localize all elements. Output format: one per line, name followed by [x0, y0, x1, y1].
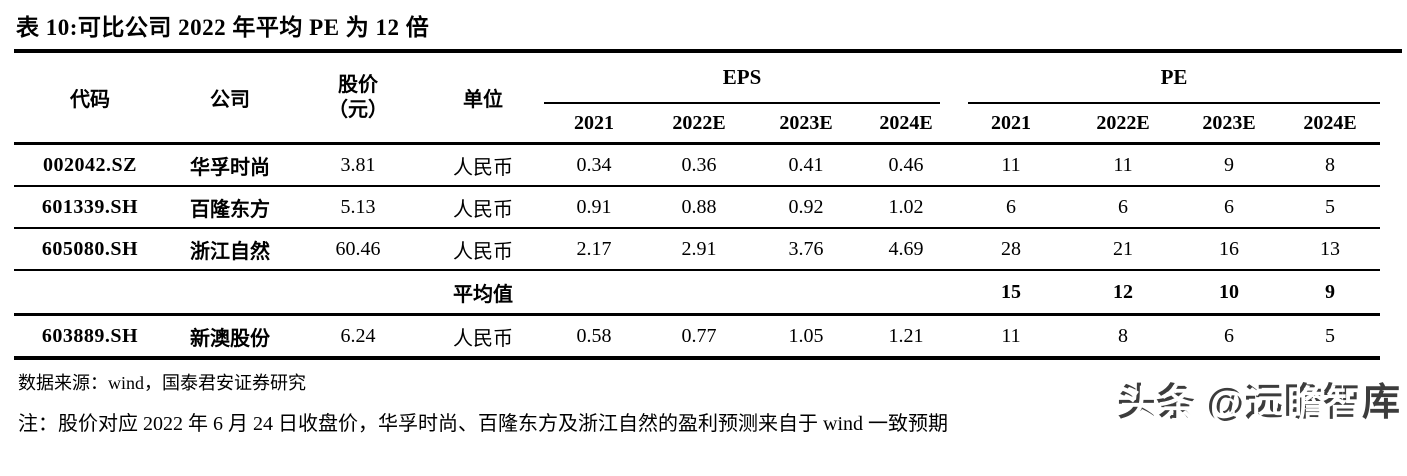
empty-cell: [644, 270, 754, 316]
cell-pe-2023e: 16: [1178, 228, 1281, 271]
cell-code: 603889.SH: [14, 314, 166, 360]
cell-eps-2023e: 0.92: [754, 186, 858, 229]
avg-pe-2021: 15: [954, 270, 1069, 316]
pe-group-label: PE: [968, 53, 1381, 104]
header-price-line2: （元）: [328, 98, 388, 121]
cell-eps-2024e: 1.21: [858, 314, 955, 360]
cell-pe-2021: 11: [954, 143, 1069, 187]
cell-pe-2023e: 6: [1178, 314, 1281, 360]
cell-pe-2022e: 21: [1068, 228, 1179, 271]
header-eps-group: EPS: [544, 53, 954, 104]
cell-pe-2024e: 13: [1280, 228, 1381, 271]
cell-price: 6.24: [294, 314, 422, 360]
cell-company: 华孚时尚: [166, 143, 294, 187]
cell-eps-2022e: 0.77: [644, 314, 754, 360]
cell-eps-2022e: 0.36: [644, 143, 754, 187]
table-row: 601339.SH 百隆东方 5.13 人民币 0.91 0.88 0.92 1…: [14, 186, 1381, 229]
header-price-line1: 股价: [338, 73, 378, 96]
header-pe-2024e: 2024E: [1280, 104, 1381, 145]
cell-pe-2024e: 5: [1280, 314, 1381, 360]
average-label: 平均值: [422, 270, 544, 316]
cell-price: 5.13: [294, 186, 422, 229]
header-eps-2022e: 2022E: [644, 104, 754, 145]
cell-pe-2023e: 9: [1178, 143, 1281, 187]
eps-group-label: EPS: [544, 53, 941, 104]
cell-eps-2024e: 1.02: [858, 186, 955, 229]
table-row: 603889.SH 新澳股份 6.24 人民币 0.58 0.77 1.05 1…: [14, 314, 1381, 360]
header-group-row: 代码 公司 股价 （元） 单位 EPS PE: [14, 53, 1381, 145]
cell-eps-2023e: 0.41: [754, 143, 858, 187]
empty-cell: [14, 270, 166, 316]
avg-pe-2023e: 10: [1178, 270, 1281, 316]
header-price: 股价 （元）: [294, 53, 422, 145]
cell-price: 3.81: [294, 143, 422, 187]
cell-pe-2024e: 8: [1280, 143, 1381, 187]
cell-eps-2021: 2.17: [544, 228, 644, 271]
cell-unit: 人民币: [422, 143, 544, 187]
header-code: 代码: [14, 53, 166, 145]
header-eps-2023e: 2023E: [754, 104, 858, 145]
header-pe-2022e: 2022E: [1068, 104, 1179, 145]
empty-cell: [294, 270, 422, 316]
cell-eps-2021: 0.91: [544, 186, 644, 229]
cell-eps-2022e: 0.88: [644, 186, 754, 229]
report-page: 表 10:可比公司 2022 年平均 PE 为 12 倍 代码 公司 股价 （元…: [14, 5, 1402, 435]
cell-eps-2021: 0.34: [544, 143, 644, 187]
cell-company: 百隆东方: [166, 186, 294, 229]
empty-cell: [754, 270, 858, 316]
cell-eps-2023e: 1.05: [754, 314, 858, 360]
header-pe-2023e: 2023E: [1178, 104, 1281, 145]
avg-pe-2024e: 9: [1280, 270, 1381, 316]
cell-price: 60.46: [294, 228, 422, 271]
header-pe-2021: 2021: [954, 104, 1069, 145]
table-row: 605080.SH 浙江自然 60.46 人民币 2.17 2.91 3.76 …: [14, 228, 1381, 271]
table-title: 表 10:可比公司 2022 年平均 PE 为 12 倍: [14, 5, 1402, 53]
cell-pe-2021: 28: [954, 228, 1069, 271]
cell-pe-2022e: 8: [1068, 314, 1179, 360]
cell-pe-2022e: 6: [1068, 186, 1179, 229]
cell-eps-2022e: 2.91: [644, 228, 754, 271]
cell-unit: 人民币: [422, 314, 544, 360]
header-unit: 单位: [422, 53, 544, 145]
avg-pe-2022e: 12: [1068, 270, 1179, 316]
empty-cell: [166, 270, 294, 316]
cell-unit: 人民币: [422, 228, 544, 271]
cell-code: 002042.SZ: [14, 143, 166, 187]
cell-pe-2021: 11: [954, 314, 1069, 360]
empty-cell: [858, 270, 955, 316]
cell-pe-2022e: 11: [1068, 143, 1179, 187]
cell-pe-2023e: 6: [1178, 186, 1281, 229]
header-eps-2021: 2021: [544, 104, 644, 145]
cell-pe-2024e: 5: [1280, 186, 1381, 229]
empty-cell: [544, 270, 644, 316]
cell-eps-2021: 0.58: [544, 314, 644, 360]
header-year-row: 2021 2022E 2023E 2024E 2021 2022E 2023E …: [14, 104, 1381, 145]
cell-eps-2023e: 3.76: [754, 228, 858, 271]
cell-pe-2021: 6: [954, 186, 1069, 229]
cell-unit: 人民币: [422, 186, 544, 229]
header-pe-group: PE: [954, 53, 1381, 104]
cell-company: 浙江自然: [166, 228, 294, 271]
cell-code: 605080.SH: [14, 228, 166, 271]
watermark: 头条 @远瞻智库: [1117, 381, 1401, 474]
cell-code: 601339.SH: [14, 186, 166, 229]
average-row: 平均值 15 12 10 9: [14, 270, 1381, 316]
cell-eps-2024e: 4.69: [858, 228, 955, 271]
comparable-companies-table: 代码 公司 股价 （元） 单位 EPS PE 2021 2022E 2023E …: [14, 53, 1381, 360]
cell-company: 新澳股份: [166, 314, 294, 360]
header-eps-2024e: 2024E: [858, 104, 955, 145]
cell-eps-2024e: 0.46: [858, 143, 955, 187]
header-company: 公司: [166, 53, 294, 145]
table-row: 002042.SZ 华孚时尚 3.81 人民币 0.34 0.36 0.41 0…: [14, 143, 1381, 187]
data-source-line: 数据来源：wind，国泰君安证券研究: [18, 373, 306, 393]
